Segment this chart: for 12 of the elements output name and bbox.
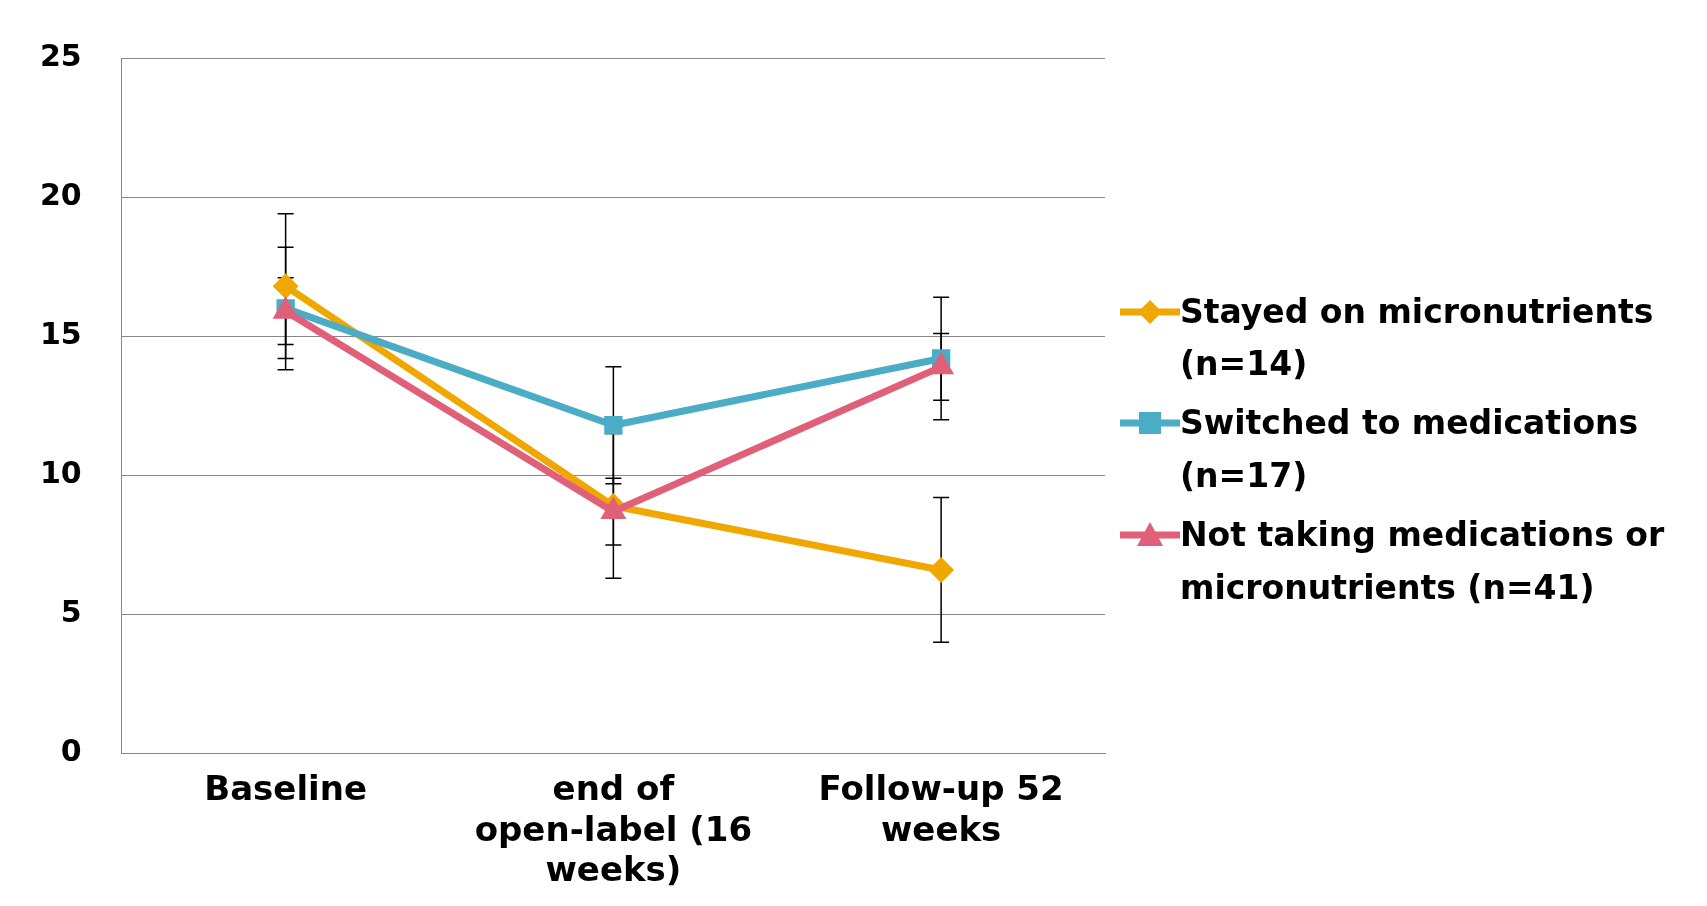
y-tick-label: 15 — [40, 316, 82, 352]
y-tick-label: 20 — [40, 176, 82, 212]
y-tick-label: 25 — [40, 37, 82, 73]
x-tick-label: end of open-label (16 weeks) — [474, 767, 753, 890]
x-tick-label: Follow-up 52 weeks — [818, 767, 1064, 849]
legend-label: Stayed on micronutrients (n=14) — [1180, 290, 1655, 386]
y-tick-label: 0 — [60, 733, 82, 769]
legend-label: Switched to medications (n=17) — [1180, 402, 1640, 497]
x-tick-label: Baseline — [204, 767, 367, 808]
y-tick-label: 10 — [40, 455, 82, 491]
legend-label: Not taking medications or micronutrients (n=41) — [1180, 513, 1666, 609]
y-tick-label: 5 — [60, 594, 82, 630]
